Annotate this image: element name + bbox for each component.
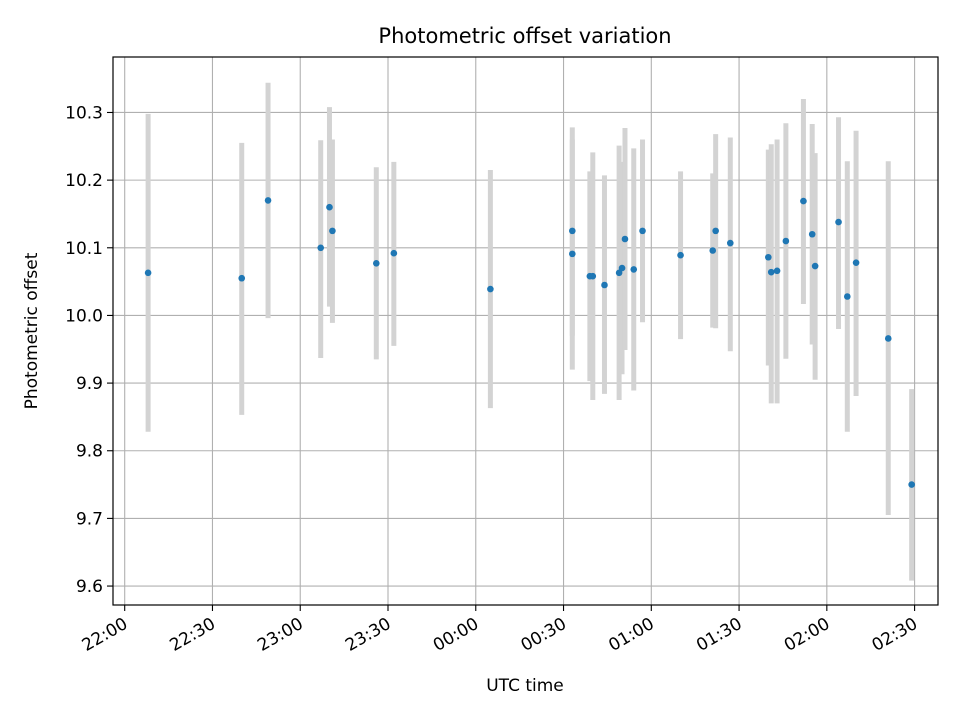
data-point: [487, 285, 494, 293]
x-tick-label: 23:00: [254, 614, 306, 656]
data-point: [601, 281, 608, 289]
y-tick-label: 10.2: [65, 171, 103, 191]
data-point: [618, 264, 626, 272]
data-point: [782, 237, 790, 245]
data-point: [621, 235, 629, 243]
data-point: [808, 230, 816, 238]
data-point: [765, 253, 772, 261]
x-tick-label: 00:00: [430, 614, 482, 656]
grid: [113, 57, 938, 605]
x-axis-label: UTC time: [486, 676, 564, 696]
data-points: [144, 197, 915, 488]
x-tick-label: 01:30: [693, 614, 745, 656]
data-point: [884, 335, 892, 342]
y-axis-ticks: 9.6 9.7 9.8 9.9 10.0 10.1 10.2 10.3: [65, 103, 113, 597]
data-point: [908, 481, 915, 488]
data-point: [767, 268, 775, 276]
x-tick-label: 02:30: [869, 614, 921, 656]
data-point: [329, 227, 336, 235]
plot-frame: [112, 56, 939, 606]
data-point: [264, 197, 272, 204]
x-tick-label: 23:30: [342, 614, 394, 656]
data-point: [569, 227, 576, 235]
y-tick-label: 9.8: [76, 442, 103, 462]
data-point: [712, 227, 719, 235]
error-bars: [145, 82, 915, 581]
data-point: [726, 239, 734, 247]
data-point: [852, 259, 860, 266]
data-point: [811, 262, 819, 270]
y-tick-label: 9.9: [76, 374, 103, 394]
y-tick-label: 10.1: [65, 239, 103, 259]
data-point: [372, 260, 380, 267]
x-tick-label: 22:00: [79, 614, 131, 656]
y-tick-label: 10.3: [65, 103, 103, 123]
data-point: [639, 227, 646, 235]
data-point: [677, 251, 684, 259]
data-point: [709, 247, 717, 254]
data-point: [773, 267, 781, 275]
y-tick-label: 10.0: [65, 306, 103, 326]
data-point: [615, 269, 623, 277]
data-point: [844, 293, 851, 300]
data-point: [144, 269, 152, 277]
data-point: [326, 203, 333, 211]
x-tick-label: 01:00: [605, 614, 657, 656]
y-axis-label: Photometric offset: [22, 252, 42, 409]
y-tick-label: 9.7: [76, 509, 103, 529]
data-point: [630, 266, 638, 273]
data-point: [238, 274, 246, 282]
chart-title: Photometric offset variation: [378, 24, 671, 48]
x-tick-label: 22:30: [167, 614, 219, 656]
x-tick-label: 00:30: [518, 614, 570, 656]
data-point: [835, 218, 842, 226]
x-tick-label: 02:00: [781, 614, 833, 656]
data-point: [390, 249, 398, 257]
x-axis-ticks: 22:00 22:30 23:00 23:30 00:00 00:30 01:00 01:30…: [79, 605, 921, 656]
data-point: [800, 197, 807, 205]
y-tick-label: 9.6: [76, 577, 103, 597]
data-point: [569, 250, 576, 258]
data-point: [589, 272, 597, 280]
data-point: [317, 244, 325, 252]
